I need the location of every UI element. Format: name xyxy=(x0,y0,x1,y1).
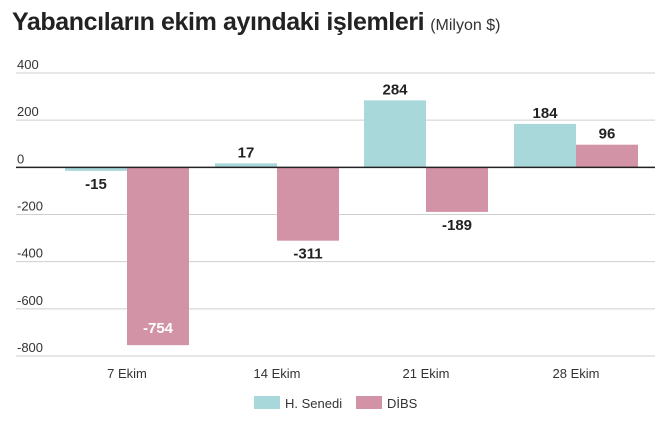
y-tick-label: -400 xyxy=(17,246,43,261)
x-tick-label: 21 Ekim xyxy=(403,366,450,381)
data-label: -15 xyxy=(85,176,107,193)
data-label: 96 xyxy=(599,126,616,143)
data-label: 184 xyxy=(532,105,558,122)
bar-dibs xyxy=(127,167,189,346)
data-label: -311 xyxy=(293,246,322,263)
bar-dibs xyxy=(426,167,488,212)
chart-header: Yabancıların ekim ayındaki işlemleri (Mil… xyxy=(12,8,500,37)
bar-dibs xyxy=(576,144,638,168)
bar-dibs xyxy=(277,167,339,241)
legend-swatch xyxy=(356,396,382,409)
y-tick-label: 0 xyxy=(17,151,24,166)
y-tick-label: -800 xyxy=(17,340,43,355)
y-tick-label: -600 xyxy=(17,293,43,308)
chart-title: Yabancıların ekim ayındaki işlemleri xyxy=(12,8,425,36)
bar-h-senedi xyxy=(364,100,426,168)
data-label: -189 xyxy=(442,217,472,234)
bar-h-senedi xyxy=(65,167,127,171)
bar-h-senedi xyxy=(215,163,277,168)
legend-swatch xyxy=(254,396,280,409)
legend-label: DİBS xyxy=(387,396,418,411)
chart-unit: (Milyon $) xyxy=(430,17,501,34)
y-tick-label: 200 xyxy=(17,104,39,119)
x-tick-label: 7 Ekim xyxy=(107,366,147,381)
data-label: 17 xyxy=(238,144,255,161)
data-label: 284 xyxy=(382,81,408,98)
legend-label: H. Senedi xyxy=(285,396,342,411)
x-tick-label: 14 Ekim xyxy=(254,366,301,381)
data-label: -754 xyxy=(143,320,174,337)
bar-h-senedi xyxy=(514,123,576,168)
y-tick-label: 400 xyxy=(17,57,39,72)
y-tick-label: -200 xyxy=(17,199,43,214)
x-tick-label: 28 Ekim xyxy=(553,366,600,381)
